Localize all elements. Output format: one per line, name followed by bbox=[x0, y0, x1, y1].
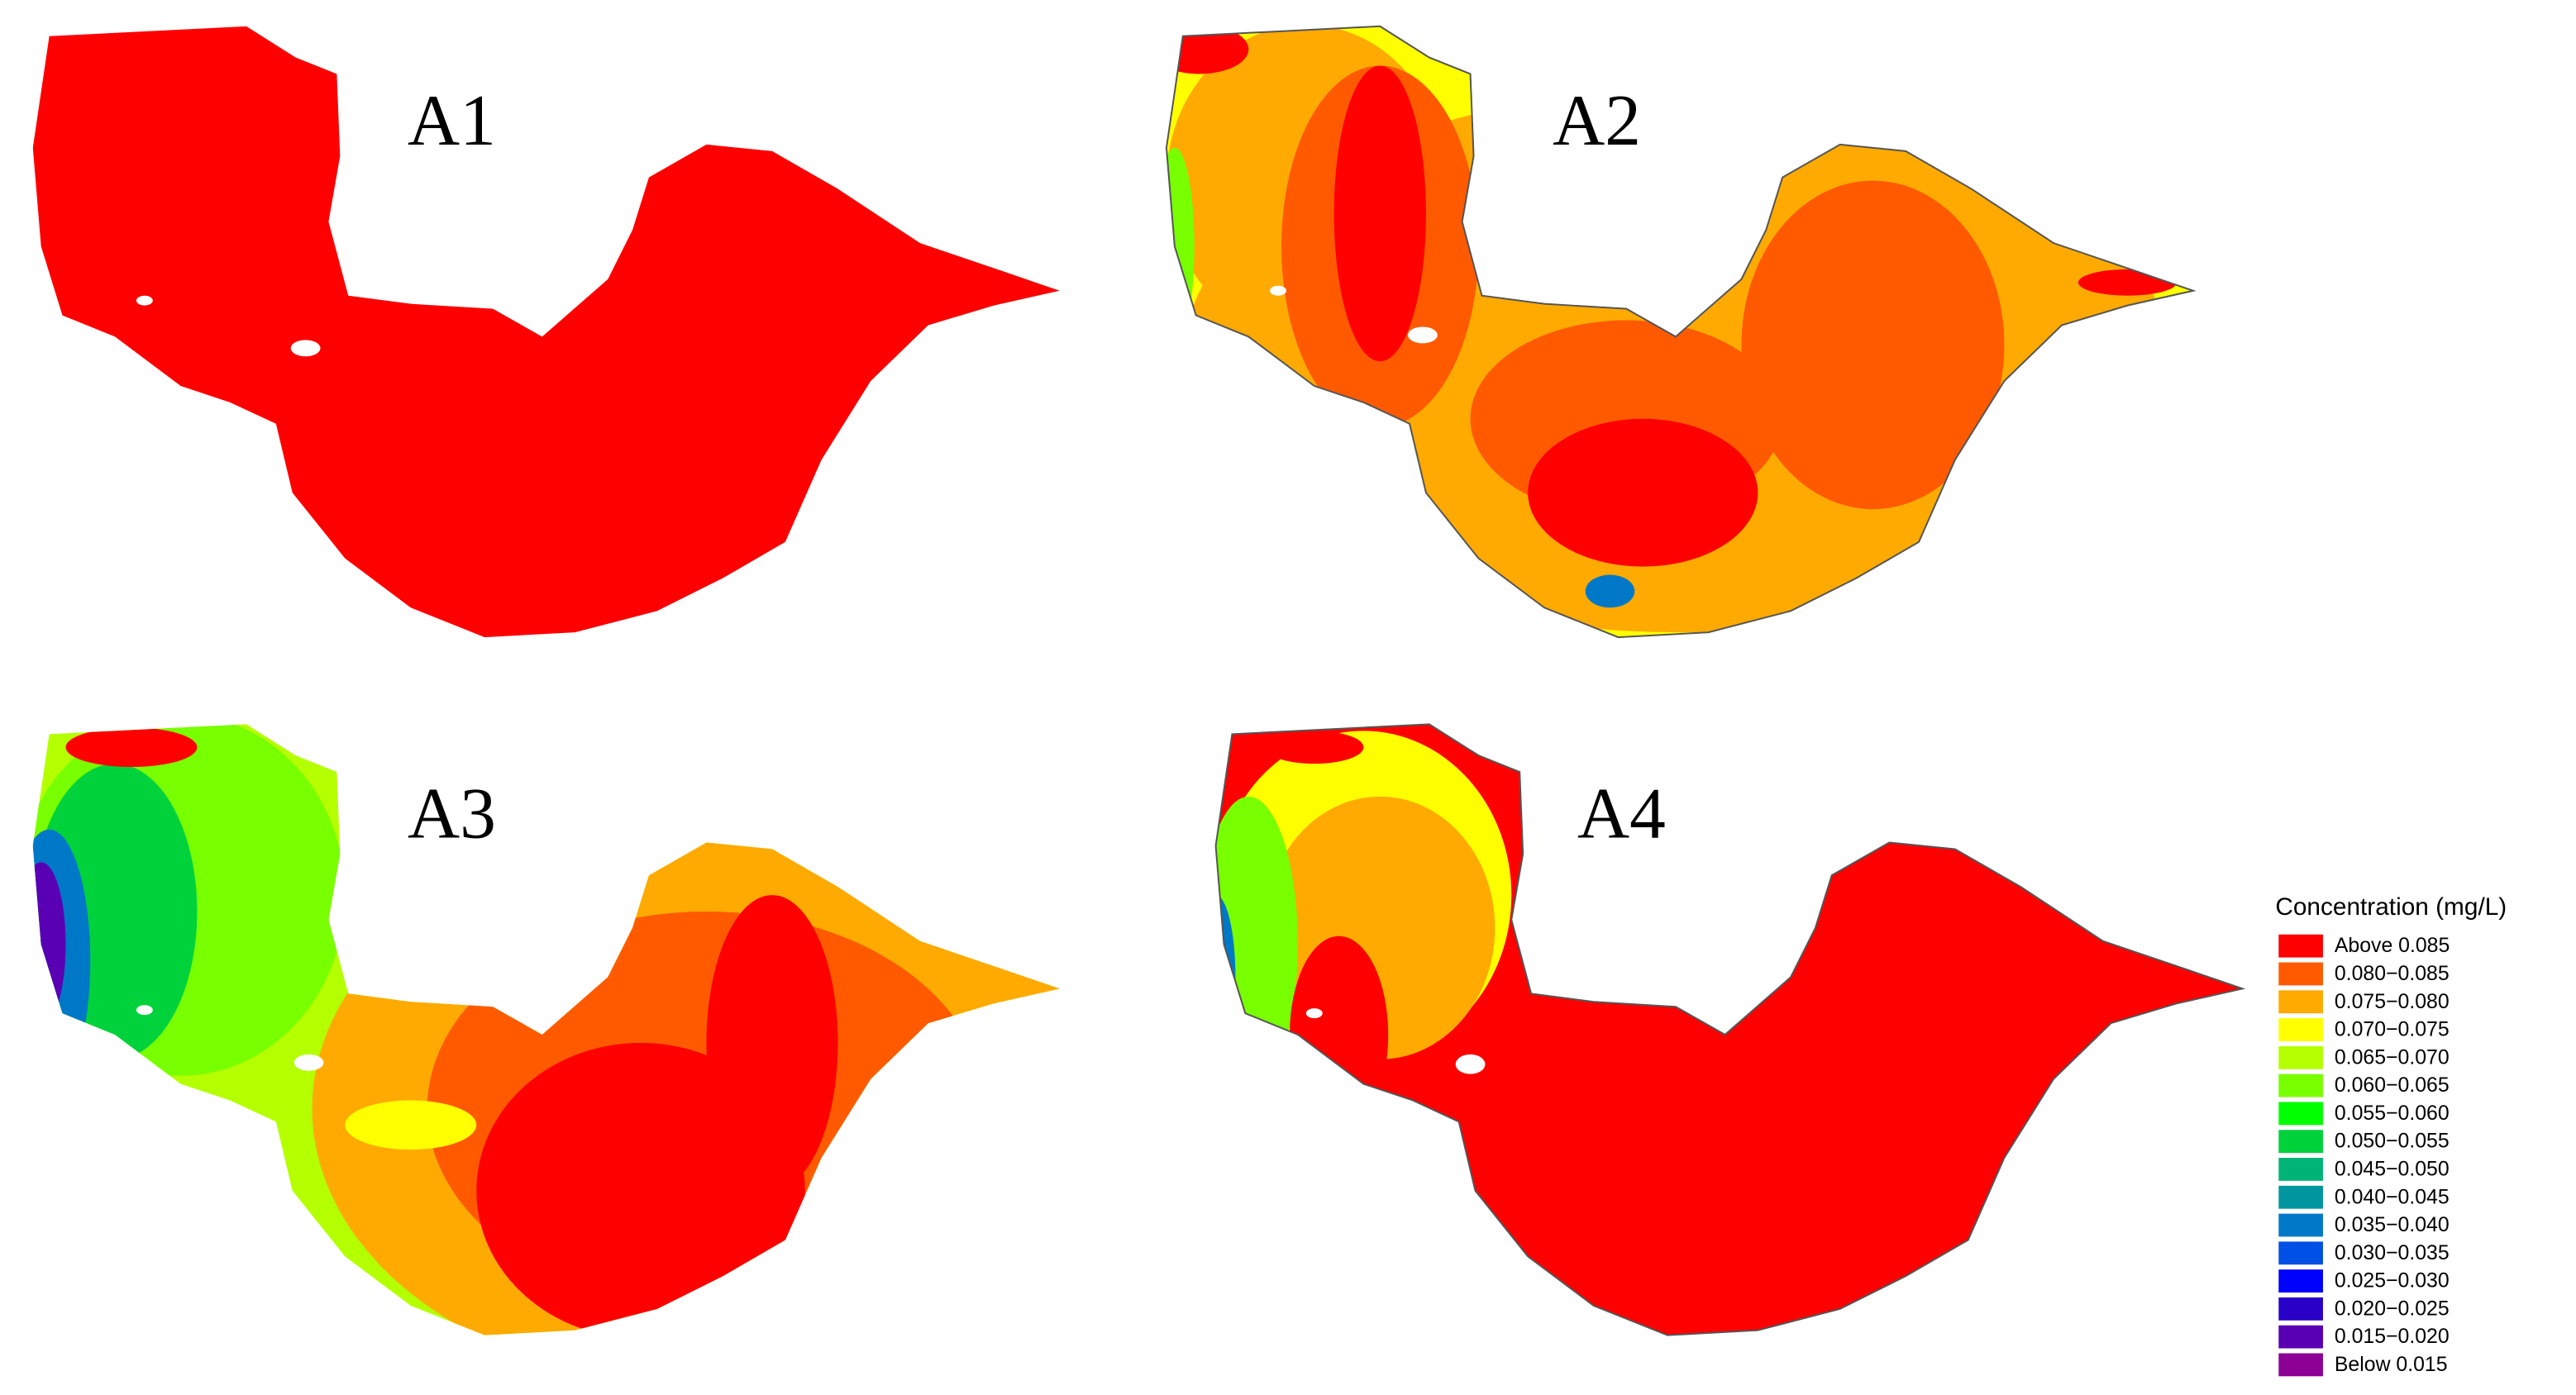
island bbox=[290, 340, 321, 357]
island bbox=[1408, 326, 1438, 344]
legend-swatch bbox=[2278, 962, 2323, 986]
legend-swatch bbox=[2278, 934, 2323, 958]
legend-label: 0.030−0.035 bbox=[2335, 1242, 2450, 1264]
legend-swatch bbox=[2278, 1241, 2323, 1265]
legend-label: 0.015−0.020 bbox=[2335, 1326, 2450, 1348]
legend-label: 0.045−0.050 bbox=[2335, 1158, 2450, 1180]
zone bbox=[32, 26, 1060, 638]
legend-swatch bbox=[2278, 1045, 2323, 1069]
island bbox=[293, 1054, 324, 1071]
legend-swatch bbox=[2278, 990, 2323, 1014]
zone bbox=[1166, 26, 1249, 74]
island bbox=[136, 295, 153, 306]
legend-label: 0.055−0.060 bbox=[2335, 1102, 2450, 1125]
island bbox=[136, 1005, 153, 1016]
legend-swatch bbox=[2278, 1018, 2323, 1041]
legend-swatch bbox=[2278, 1130, 2323, 1154]
island bbox=[1270, 285, 1287, 296]
legend-label: Below 0.015 bbox=[2335, 1354, 2448, 1376]
legend-title: Concentration (mg/L) bbox=[2275, 893, 2507, 921]
legend-swatch bbox=[2278, 1213, 2323, 1237]
zone bbox=[2077, 269, 2178, 296]
legend-label: 0.065−0.070 bbox=[2335, 1046, 2450, 1069]
island bbox=[1455, 1054, 1486, 1074]
legend-swatch bbox=[2278, 1269, 2323, 1293]
legend-label: 0.025−0.030 bbox=[2335, 1270, 2450, 1293]
zone bbox=[1215, 895, 1236, 1059]
zone bbox=[1585, 574, 1635, 608]
panel-label: A1 bbox=[408, 80, 496, 160]
panel-a4: A4 bbox=[1214, 723, 2244, 1336]
legend: Concentration (mg/L) Above 0.085 0.080−0.… bbox=[2275, 893, 2507, 1377]
zone bbox=[65, 727, 198, 768]
legend-swatch bbox=[2278, 1074, 2323, 1097]
zone bbox=[1289, 936, 1389, 1134]
zone bbox=[1215, 796, 1298, 1093]
legend-swatch bbox=[2278, 1297, 2323, 1321]
legend-label: 0.035−0.040 bbox=[2335, 1214, 2450, 1236]
legend-label: 0.050−0.055 bbox=[2335, 1131, 2450, 1153]
panel-a1: A1 bbox=[32, 26, 1060, 638]
panel-label: A2 bbox=[1553, 80, 1641, 160]
legend-swatch bbox=[2278, 1353, 2323, 1377]
zone bbox=[345, 1100, 477, 1150]
zone bbox=[1528, 418, 1758, 567]
panel-a3: A3 bbox=[32, 724, 1060, 1335]
legend-swatch bbox=[2278, 1185, 2323, 1209]
zone bbox=[1265, 731, 1364, 764]
legend-swatch bbox=[2278, 1158, 2323, 1181]
legend-label: 0.080−0.085 bbox=[2335, 963, 2450, 985]
legend-swatch bbox=[2278, 1325, 2323, 1349]
legend-label: 0.070−0.075 bbox=[2335, 1019, 2450, 1041]
zone bbox=[1741, 180, 2005, 510]
legend-swatch bbox=[2278, 1102, 2323, 1126]
panel-a2: A2 bbox=[1165, 25, 2194, 639]
panel-label: A4 bbox=[1577, 774, 1666, 854]
legend-label: 0.040−0.045 bbox=[2335, 1186, 2450, 1208]
zone bbox=[32, 862, 66, 1027]
legend-label: Above 0.085 bbox=[2335, 935, 2450, 957]
legend-label: 0.020−0.025 bbox=[2335, 1297, 2450, 1320]
zone bbox=[706, 895, 838, 1191]
panel-label: A3 bbox=[408, 774, 496, 854]
island bbox=[1305, 1008, 1323, 1019]
zone bbox=[1333, 65, 1426, 362]
legend-label: 0.060−0.065 bbox=[2335, 1074, 2450, 1097]
legend-label: 0.075−0.080 bbox=[2335, 991, 2450, 1013]
